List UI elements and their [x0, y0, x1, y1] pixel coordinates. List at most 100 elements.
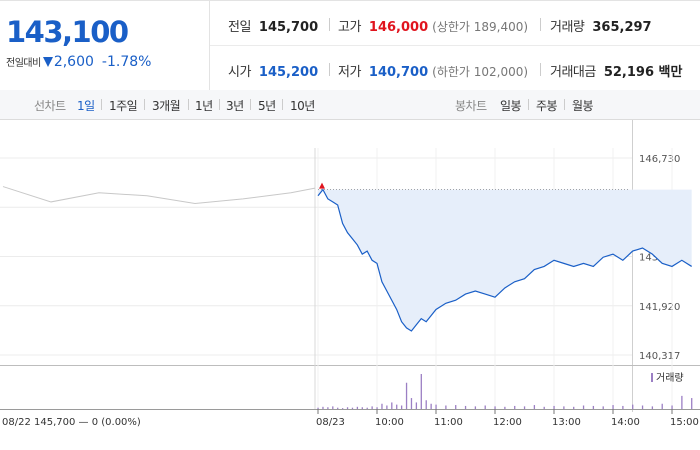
volume-bar [592, 405, 595, 409]
toolbar-divider [282, 99, 283, 110]
volume-bar [474, 406, 477, 409]
x-tick-label: 12:00 [493, 417, 522, 428]
toolbar-divider [101, 99, 102, 110]
lower-limit: (하한가 102,000) [432, 65, 529, 79]
x-tick-label: 15:00 [670, 417, 699, 428]
down-triangle-icon [42, 57, 53, 67]
volume-bar [346, 407, 349, 409]
volume-bar [361, 407, 363, 409]
prev-close-stat: 전일 145,700 [228, 16, 318, 35]
x-tick-label: 08/23 [316, 417, 345, 428]
volume-bar [494, 406, 496, 409]
volume-bar [573, 406, 575, 409]
change-label: 전일대비 [6, 58, 41, 69]
volume-label: 거래량 [550, 20, 585, 35]
volume-bar [327, 407, 329, 409]
candle-chart-label: 봉차트 [455, 99, 487, 113]
high-label: 고가 [338, 20, 361, 35]
change-percent: -1.78% [101, 54, 152, 70]
volume-bar [671, 405, 673, 409]
volume-bar [415, 402, 418, 409]
toolbar-divider [219, 99, 220, 110]
toolbar-divider [564, 99, 565, 110]
period-1d-button[interactable]: 1일 [77, 99, 95, 113]
volume-bar [400, 405, 403, 409]
y-tick-label: 146,730 [639, 154, 680, 165]
open-stat: 시가 145,200 [228, 61, 318, 80]
volume-bar [317, 407, 319, 409]
prev-day-line [2, 186, 316, 204]
high-marker [319, 182, 325, 189]
chart-toolbar: 선차트 1일 1주일 3개월 1년 3년 5년 10년 봉차트 일봉 주봉 월봉 [0, 90, 700, 120]
toolbar-divider [144, 99, 145, 110]
candle-daily-button[interactable]: 일봉 [500, 99, 522, 113]
toolbar-divider [528, 99, 529, 110]
high-stat: 고가 146,000 (상한가 189,400) [338, 16, 528, 35]
open-value: 145,200 [258, 65, 319, 80]
x-tick-label: 11:00 [434, 417, 463, 428]
volume-bar [410, 398, 413, 409]
amount-label: 거래대금 [550, 65, 596, 80]
volume-bar [622, 405, 624, 409]
volume-bar [322, 406, 324, 409]
volume-bar [356, 406, 359, 409]
volume-legend-swatch [651, 373, 653, 382]
volume-bar [351, 407, 354, 409]
y-tick-label: 140,317 [639, 351, 680, 362]
volume-bar [612, 405, 614, 409]
change-row: 전일대비 2,600 -1.78% [6, 54, 151, 70]
volume-bar [405, 382, 408, 409]
volume-bar [602, 406, 604, 409]
volume-bar [553, 405, 555, 409]
period-3y-button[interactable]: 3년 [226, 99, 244, 113]
volume-bar [455, 405, 457, 409]
period-5y-button[interactable]: 5년 [258, 99, 276, 113]
period-10y-button[interactable]: 10년 [290, 99, 315, 113]
toolbar-divider [250, 99, 251, 110]
line-chart-label: 선차트 [34, 99, 66, 113]
volume-bar [563, 406, 565, 409]
prev-close-value: 145,700 [258, 20, 319, 35]
candle-monthly-button[interactable]: 월봉 [572, 99, 594, 113]
upper-limit: (상한가 189,400) [432, 20, 529, 34]
volume-legend-label: 거래량 [656, 372, 684, 384]
stat-divider [540, 63, 541, 76]
x-tick-label: 13:00 [552, 417, 581, 428]
change-value: 2,600 [53, 54, 94, 70]
amount-value: 52,196 백만 [603, 65, 683, 80]
period-3m-button[interactable]: 3개월 [152, 99, 181, 113]
period-1w-button[interactable]: 1주일 [109, 99, 138, 113]
prev-close-label: 전일 [228, 20, 251, 35]
low-label: 저가 [338, 65, 361, 80]
x-tick-label: 10:00 [375, 417, 404, 428]
volume-bar [371, 406, 373, 409]
volume-value: 365,297 [592, 20, 652, 35]
volume-bar [651, 406, 654, 409]
price-line [317, 188, 692, 332]
volume-bar [381, 403, 383, 409]
volume-bar [445, 405, 447, 409]
high-value: 146,000 [368, 20, 429, 35]
below-close-area [318, 189, 692, 331]
volume-bar [691, 398, 693, 409]
candle-weekly-button[interactable]: 주봉 [536, 99, 558, 113]
volume-bar [386, 405, 388, 409]
volume-bar [376, 407, 378, 409]
volume-bar [641, 405, 644, 409]
volume-bar [341, 408, 344, 409]
volume-bar [582, 405, 585, 409]
stat-divider [329, 63, 330, 76]
low-stat: 저가 140,700 (하한가 102,000) [338, 61, 528, 80]
price-chart: 146,730145,127143,524141,920140,31708/23… [0, 120, 700, 428]
volume-bar [337, 407, 339, 409]
open-label: 시가 [228, 65, 251, 80]
period-1y-button[interactable]: 1년 [195, 99, 213, 113]
volume-bar [681, 395, 683, 409]
volume-bar [523, 406, 526, 409]
price-box: 143,100 전일대비 2,600 -1.78% [0, 1, 210, 90]
volume-bar [464, 405, 467, 409]
volume-bar [435, 404, 437, 409]
y-tick-label: 141,920 [639, 302, 680, 313]
toolbar-divider [188, 99, 189, 110]
prev-day-label: 08/22 145,700 — 0 (0.00%) [2, 417, 141, 428]
